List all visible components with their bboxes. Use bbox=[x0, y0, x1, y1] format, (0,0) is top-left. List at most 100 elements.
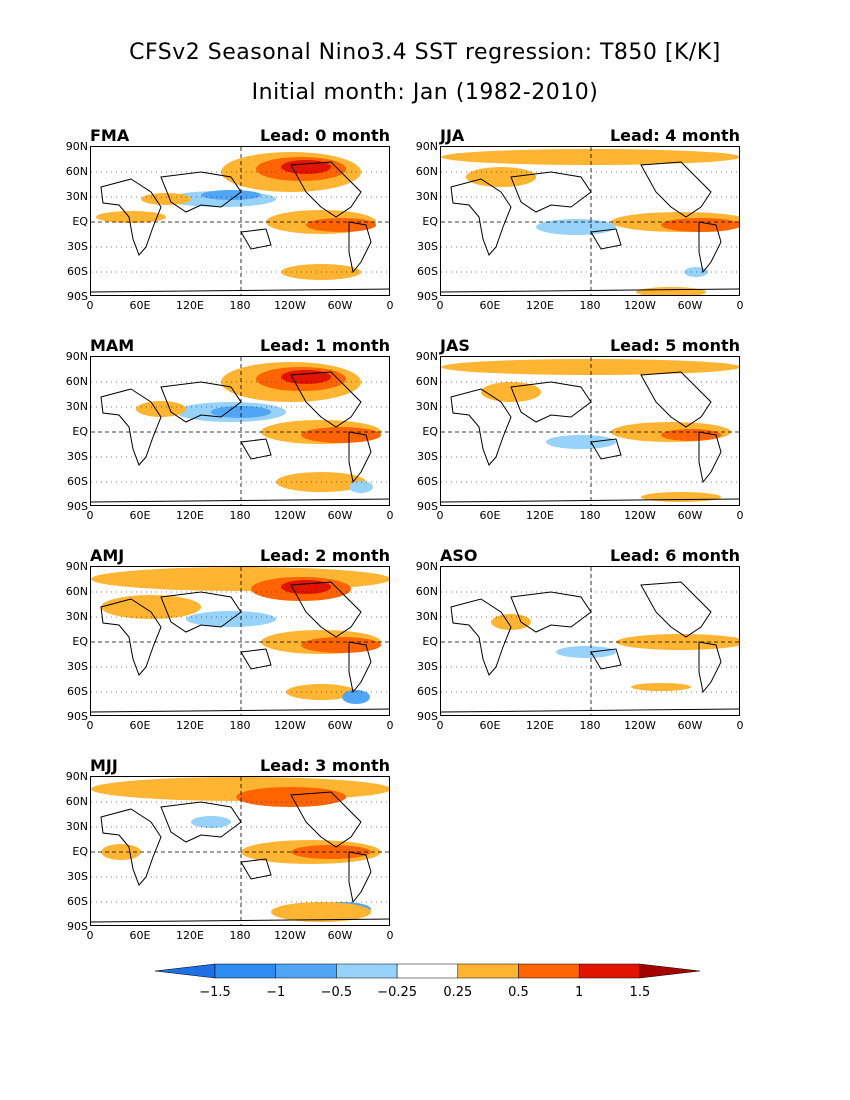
y-tick-label: 90N bbox=[415, 140, 438, 153]
coastline bbox=[640, 371, 712, 428]
coastline bbox=[450, 388, 512, 466]
colorbar-tick-label: 0.5 bbox=[508, 985, 529, 1000]
coastline bbox=[510, 171, 592, 213]
y-tick-label: 30N bbox=[65, 190, 88, 203]
panel-lead-label: Lead: 2 month bbox=[259, 546, 390, 565]
panel-season-label: FMA bbox=[90, 126, 130, 145]
y-tick-label: 60S bbox=[67, 895, 88, 908]
regression-map bbox=[440, 566, 740, 716]
colorbar-tick-label: 1.5 bbox=[629, 985, 651, 1000]
y-tick-label: 30S bbox=[67, 240, 88, 253]
y-tick-label: 60N bbox=[65, 795, 88, 808]
anomaly-shade bbox=[661, 218, 739, 232]
y-tick-label: 90N bbox=[415, 560, 438, 573]
x-tick-label: 60E bbox=[129, 929, 151, 942]
map-panel-mam: MAM Lead: 1 month 90N 60N 30N EQ 30S 60S 90S 0 60E… bbox=[66, 336, 480, 536]
panel-lead-label: Lead: 1 month bbox=[259, 336, 390, 355]
y-tick-label: EQ bbox=[72, 215, 88, 228]
y-tick-label: 90S bbox=[417, 500, 438, 513]
x-tick-label: 0 bbox=[436, 719, 444, 732]
y-tick-label: 60S bbox=[67, 475, 88, 488]
y-tick-label: 90S bbox=[67, 710, 88, 723]
x-tick-label: 0 bbox=[736, 509, 744, 522]
x-tick-label: 60E bbox=[129, 719, 151, 732]
x-tick-label: 120E bbox=[176, 719, 204, 732]
y-tick-label: 30S bbox=[67, 870, 88, 883]
anomaly-shade bbox=[191, 816, 231, 828]
x-tick-label: 0 bbox=[86, 719, 94, 732]
coastline bbox=[450, 178, 512, 256]
y-tick-label: 90N bbox=[65, 560, 88, 573]
anomaly-shade bbox=[631, 683, 691, 691]
coastline bbox=[160, 801, 242, 843]
y-tick-label: 30S bbox=[417, 240, 438, 253]
anomaly-shade bbox=[301, 427, 381, 443]
y-tick-label: 90N bbox=[65, 350, 88, 363]
anomaly-shade bbox=[491, 614, 531, 630]
x-tick-label: 0 bbox=[86, 929, 94, 942]
y-tick-label: EQ bbox=[72, 425, 88, 438]
x-tick-label: 120W bbox=[274, 719, 306, 732]
y-tick-label: 90S bbox=[67, 920, 88, 933]
coastline bbox=[348, 431, 372, 484]
coastline bbox=[160, 171, 242, 213]
map-panel-amj: AMJ Lead: 2 month 90N 60N 30N EQ 30S 60S 90S 0 60E… bbox=[66, 546, 480, 746]
anomaly-shade bbox=[661, 429, 721, 441]
x-tick-label: 180 bbox=[579, 509, 601, 522]
y-tick-label: 30S bbox=[67, 450, 88, 463]
anomaly-shade bbox=[441, 359, 739, 375]
x-tick-label: 60W bbox=[327, 299, 353, 312]
anomaly-shade bbox=[141, 193, 191, 205]
y-tick-label: 60N bbox=[65, 375, 88, 388]
map-panel-jas: JAS Lead: 5 month 90N 60N 30N EQ 30S 60S 90S 0 60E… bbox=[416, 336, 830, 536]
anomaly-shade bbox=[441, 149, 739, 165]
coastline bbox=[640, 161, 712, 218]
regression-map bbox=[90, 776, 390, 926]
x-tick-label: 0 bbox=[736, 719, 744, 732]
panel-lead-label: Lead: 5 month bbox=[609, 336, 740, 355]
x-tick-label: 0 bbox=[736, 299, 744, 312]
colorbar-tick-label: −0.5 bbox=[320, 985, 353, 1000]
x-tick-label: 60W bbox=[327, 929, 353, 942]
x-tick-label: 120W bbox=[274, 929, 306, 942]
y-tick-label: 90N bbox=[65, 140, 88, 153]
panel-season-label: ASO bbox=[440, 546, 478, 565]
panel-lead-label: Lead: 0 month bbox=[259, 126, 390, 145]
x-tick-label: 60W bbox=[327, 719, 353, 732]
anomaly-shade bbox=[301, 637, 381, 653]
regression-map bbox=[440, 146, 740, 296]
anomaly-shade bbox=[96, 211, 166, 223]
y-tick-label: 60S bbox=[67, 685, 88, 698]
colorbar-high-triangle bbox=[639, 963, 700, 979]
coastline bbox=[698, 221, 722, 274]
anomaly-shade bbox=[466, 167, 536, 187]
x-tick-label: 120E bbox=[176, 929, 204, 942]
map-panel-aso: ASO Lead: 6 month 90N 60N 30N EQ 30S 60S 90S 0 60E… bbox=[416, 546, 830, 746]
x-tick-label: 0 bbox=[386, 509, 394, 522]
y-tick-label: EQ bbox=[422, 425, 438, 438]
coastline bbox=[348, 221, 372, 274]
coastline bbox=[100, 178, 162, 256]
coastline bbox=[698, 431, 722, 484]
map-panel-fma: FMA Lead: 0 month 90N 60N 30N EQ 30S 60S 90S 0 60E… bbox=[66, 126, 480, 326]
x-tick-label: 120E bbox=[526, 299, 554, 312]
x-tick-label: 120W bbox=[624, 719, 656, 732]
x-tick-label: 0 bbox=[386, 929, 394, 942]
anomaly-shade bbox=[636, 287, 706, 295]
anomaly-shade bbox=[201, 190, 261, 200]
coastline bbox=[698, 641, 722, 694]
y-tick-label: 60N bbox=[65, 165, 88, 178]
anomaly-shade bbox=[641, 492, 721, 502]
anomaly-shade bbox=[136, 401, 186, 417]
x-tick-label: 120W bbox=[624, 299, 656, 312]
y-tick-label: 90S bbox=[417, 710, 438, 723]
colorbar-segment bbox=[518, 963, 580, 979]
y-tick-label: 30S bbox=[417, 450, 438, 463]
y-tick-label: 60S bbox=[417, 265, 438, 278]
anomaly-shade bbox=[556, 646, 616, 658]
colorbar-segment bbox=[336, 963, 398, 979]
regression-map bbox=[440, 356, 740, 506]
x-tick-label: 0 bbox=[386, 299, 394, 312]
map-panel-mjj: MJJ Lead: 3 month 90N 60N 30N EQ 30S 60S 90S 0 60E… bbox=[66, 756, 480, 956]
anomaly-shade bbox=[211, 406, 271, 418]
